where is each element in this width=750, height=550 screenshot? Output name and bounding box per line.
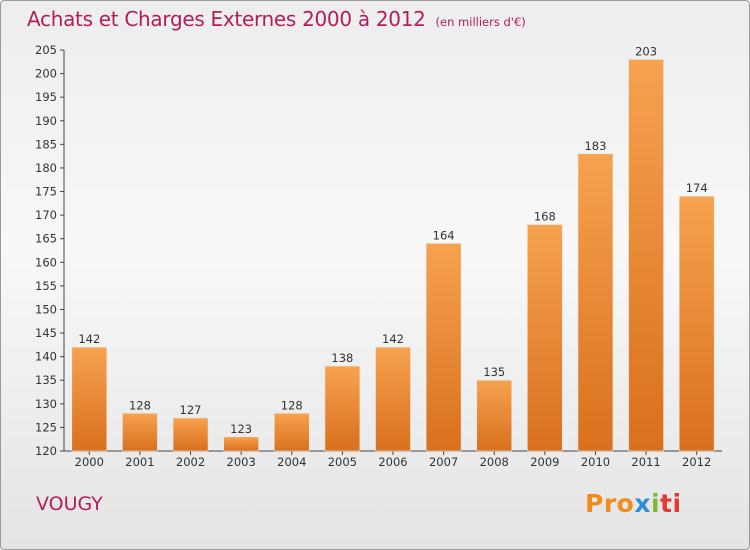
bar-2006 (375, 346, 411, 452)
bar-value-label: 127 (180, 403, 202, 417)
x-tick-label: 2005 (328, 455, 357, 469)
y-tick-label: 150 (35, 302, 57, 316)
logo-part-pro: Pro (585, 489, 635, 518)
y-tick-label: 190 (35, 114, 57, 128)
bar-2003 (223, 436, 259, 452)
bar-2005 (324, 365, 361, 452)
logo-part-i: i (650, 489, 661, 518)
bar-value-label: 174 (686, 181, 708, 195)
bars (71, 59, 715, 452)
proxiti-logo[interactable]: Proxiti (585, 489, 682, 518)
bar-2002 (172, 417, 209, 452)
chart-title: Achats et Charges Externes 2000 à 2012 (e… (27, 7, 526, 31)
bar-value-label: 164 (433, 228, 455, 242)
bar-value-label: 142 (78, 332, 100, 346)
bar-value-label: 128 (281, 398, 303, 412)
y-tick-label: 165 (35, 232, 57, 246)
x-tick-label: 2012 (682, 455, 711, 469)
y-tick-label: 135 (35, 373, 57, 387)
x-tick-label: 2001 (125, 455, 154, 469)
x-tick-label: 2006 (378, 455, 407, 469)
bar-2011 (628, 59, 664, 452)
logo-part-ti: ti (660, 489, 682, 518)
y-tick-label: 145 (35, 326, 57, 340)
bar-2009 (527, 224, 563, 452)
x-tick-label: 2002 (176, 455, 205, 469)
x-tick-label: 2009 (530, 455, 559, 469)
y-tick-label: 195 (35, 90, 57, 104)
bar-value-label: 123 (230, 422, 252, 436)
y-tick-label: 130 (35, 397, 57, 411)
y-tick-label: 180 (35, 161, 57, 175)
x-tick-label: 2000 (75, 455, 104, 469)
y-tick-label: 170 (35, 208, 57, 222)
x-tick-label: 2011 (631, 455, 660, 469)
y-tick-label: 175 (35, 185, 57, 199)
y-tick-label: 140 (35, 350, 57, 364)
bar-value-label: 128 (129, 398, 151, 412)
chart-title-text: Achats et Charges Externes 2000 à 2012 (27, 7, 426, 31)
x-tick-label: 2003 (227, 455, 256, 469)
x-tick-label: 2010 (581, 455, 610, 469)
y-tick-label: 120 (35, 444, 57, 458)
bar-value-label: 168 (534, 210, 556, 224)
bar-2004 (273, 412, 310, 452)
labels: 142 2000 128 2001 127 2002 123 2003 128 2004 138 20… (75, 44, 712, 469)
y-tick-label: 160 (35, 255, 57, 269)
x-tick-label: 2008 (480, 455, 509, 469)
x-tick-label: 2007 (429, 455, 458, 469)
bar-value-label: 203 (635, 44, 657, 58)
bar-value-label: 183 (584, 139, 606, 153)
y-tick-label: 125 (35, 420, 57, 434)
bar-2010 (577, 153, 614, 452)
place-name: VOUGY (36, 493, 103, 515)
y-tick-label: 185 (35, 137, 57, 151)
bar-2012 (678, 195, 715, 452)
chart-subtitle: (en milliers d'€) (435, 15, 526, 29)
y-tick-label: 200 (35, 67, 57, 81)
bar-2000 (71, 346, 108, 452)
bar-value-label: 142 (382, 332, 404, 346)
logo-part-x: x (634, 489, 651, 518)
y-tick-label: 155 (35, 279, 57, 293)
bar-2007 (425, 243, 462, 452)
y-tick-label: 205 (35, 43, 57, 57)
bar-value-label: 138 (331, 351, 353, 365)
x-tick-label: 2004 (277, 455, 306, 469)
bar-2008 (476, 379, 513, 452)
bar-2001 (122, 412, 158, 452)
bar-value-label: 135 (483, 365, 505, 379)
